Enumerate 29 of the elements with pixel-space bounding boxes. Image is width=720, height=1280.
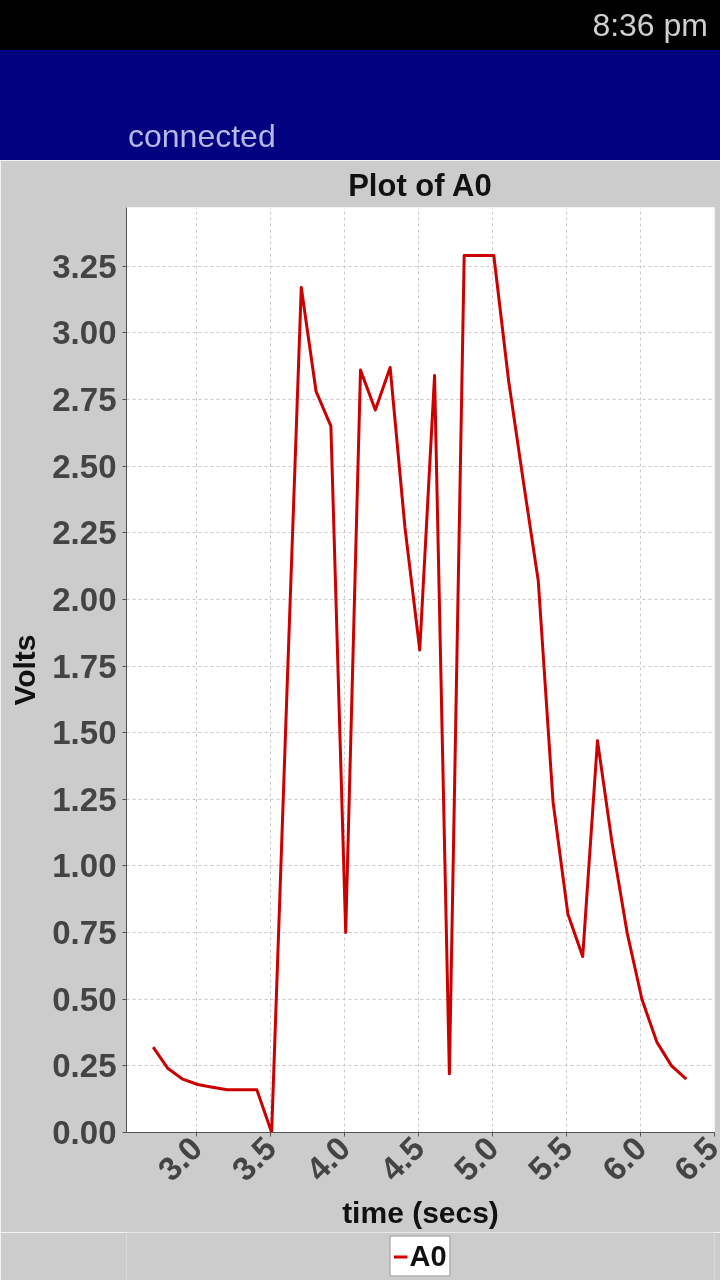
line-series [151, 253, 688, 1133]
y-axis-title: Volts [8, 634, 42, 706]
y-tick-label: 1.00 [52, 847, 117, 885]
y-tick-label: 0.75 [52, 914, 117, 952]
y-tick-label: 0.50 [52, 980, 117, 1018]
y-tick-label: 3.25 [52, 247, 117, 285]
y-tick-label: 2.75 [52, 380, 117, 418]
y-tick-label: 2.50 [52, 447, 117, 485]
x-tick-label: 3.5 [224, 1129, 284, 1189]
x-tick-label: 3.0 [150, 1129, 210, 1189]
y-tick-label: 0.00 [52, 1114, 117, 1151]
text: 8:36 pm [592, 6, 708, 45]
chart-title: Plot of A0 [348, 167, 492, 203]
y-tick-label: 0.25 [52, 1047, 117, 1085]
x-tick-label: 6.0 [594, 1129, 654, 1189]
x-tick-label: 4.5 [372, 1129, 432, 1189]
x-axis-title: time (secs) [342, 1196, 499, 1230]
x-tick-label: 5.5 [520, 1129, 580, 1189]
y-tick-label: 1.75 [52, 647, 117, 685]
legend-label: A0 [409, 1239, 447, 1273]
x-tick-label: 4.0 [298, 1129, 358, 1189]
text: connected [128, 117, 276, 156]
y-tick-label: 1.25 [52, 780, 117, 818]
x-tick-label: 5.0 [446, 1129, 506, 1189]
y-tick-label: 1.50 [52, 714, 117, 752]
y-tick-label: 2.00 [52, 580, 117, 618]
y-tick-label: 3.00 [52, 314, 117, 352]
x-tick-label: 6.5 [666, 1129, 720, 1189]
y-tick-label: 2.25 [52, 514, 117, 552]
